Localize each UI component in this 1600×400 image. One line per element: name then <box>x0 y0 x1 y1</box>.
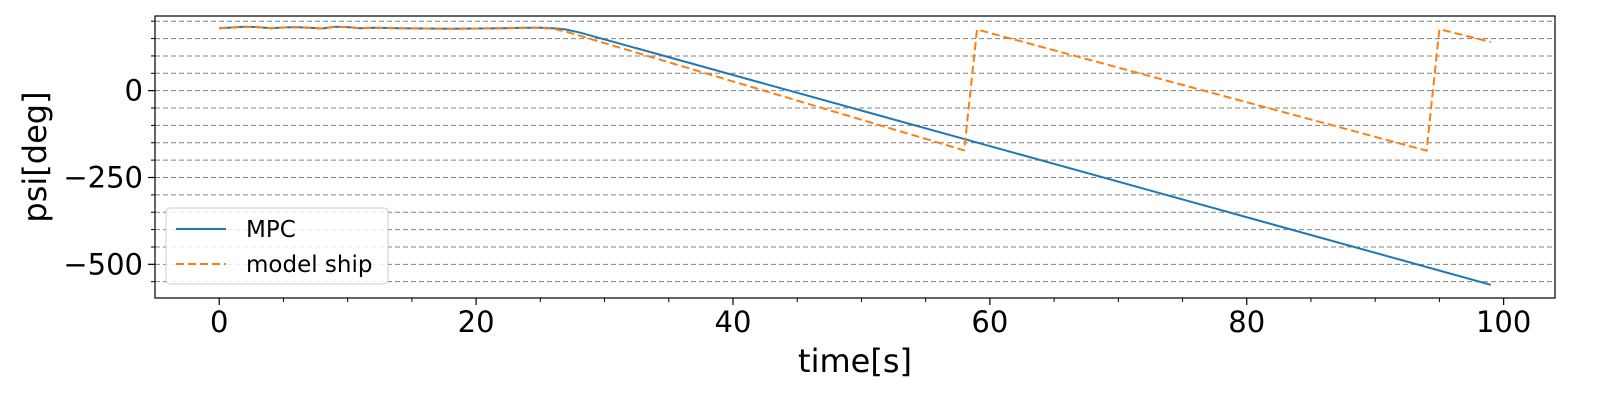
x-tick-label: 100 <box>1476 305 1531 339</box>
series-line-model-ship <box>219 25 1492 152</box>
axis-tick-labels: 0 20 40 60 80 100 −500 −250 0 <box>63 74 1531 339</box>
x-tick-label: 40 <box>715 305 752 339</box>
x-tick-label: 80 <box>1228 305 1265 339</box>
y-tick-label: −250 <box>63 160 143 194</box>
x-tick-label: 60 <box>971 305 1008 339</box>
y-tick-label: 0 <box>125 74 143 108</box>
axis-ticks <box>148 20 1505 305</box>
legend: MPC model ship <box>165 207 389 285</box>
legend-label-model-ship: model ship <box>246 252 372 278</box>
x-tick-label: 0 <box>210 305 228 339</box>
series-lines <box>219 25 1492 286</box>
legend-box <box>165 207 389 285</box>
x-axis-label: time[s] <box>798 342 912 380</box>
x-tick-label: 20 <box>458 305 495 339</box>
legend-label-mpc: MPC <box>246 217 296 243</box>
y-tick-label: −500 <box>63 247 143 281</box>
plot-area-frame <box>154 15 1556 299</box>
y-axis-label: psi[deg] <box>16 91 54 222</box>
